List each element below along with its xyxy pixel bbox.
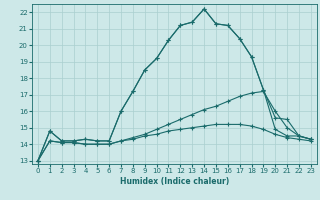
X-axis label: Humidex (Indice chaleur): Humidex (Indice chaleur) <box>120 177 229 186</box>
